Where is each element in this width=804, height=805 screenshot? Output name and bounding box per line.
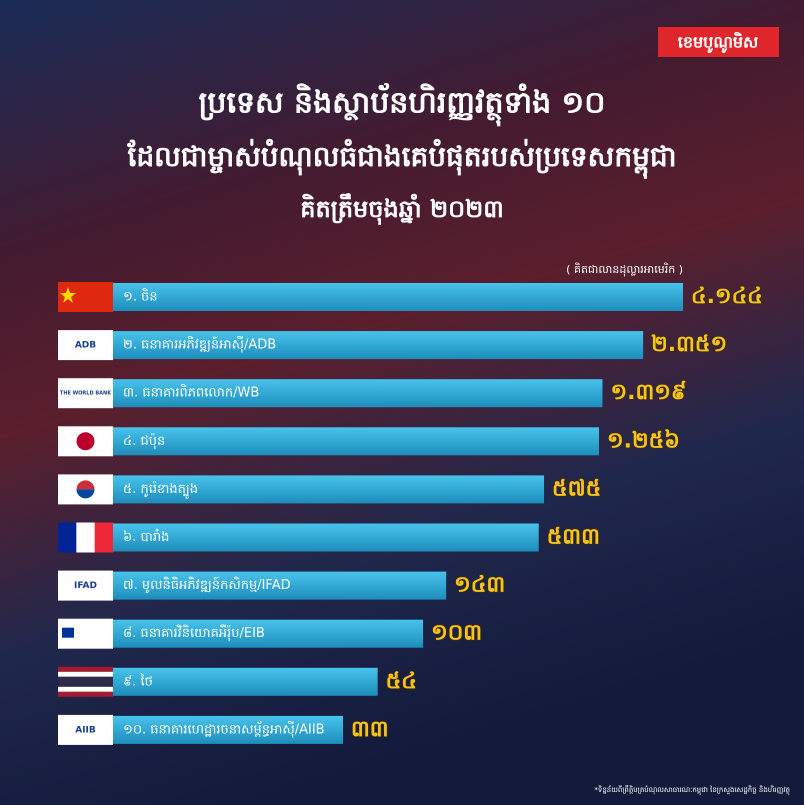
flag bbox=[58, 686, 113, 692]
row: ៥. កូរ៉េខាងត្បូង ៥៧៥ bbox=[58, 474, 602, 505]
bar bbox=[113, 619, 424, 648]
flag bbox=[94, 522, 114, 553]
row: ១. ចិន ៤.១៤៤ bbox=[58, 282, 764, 312]
flag-star bbox=[60, 287, 76, 303]
category-label: ២. ធនាគារអភិវឌ្ឍន៍អាស៊ី/ADB bbox=[123, 336, 276, 354]
chart-subtitle: គិតត្រឹមចុងឆ្នាំ ២០២៣ bbox=[300, 193, 504, 226]
category-label: ៦. បារាំង bbox=[123, 528, 169, 545]
bar bbox=[113, 283, 683, 311]
category-label: ៤. ជប៉ុន bbox=[123, 432, 165, 450]
flag bbox=[58, 671, 113, 677]
row: THE WORLD BANK ៣. ធនាគារពិភពលោក/WB ១.៣១៩ bbox=[58, 378, 687, 409]
bar bbox=[113, 571, 447, 600]
value-label: ១៤៣ bbox=[454, 573, 505, 598]
value-label: ១.៣១៩ bbox=[610, 380, 686, 405]
value-label: ៣៣ bbox=[351, 717, 389, 742]
row: ADB ២. ធនាគារអភិវឌ្ឍន៍អាស៊ី/ADB ២.៣៥១ bbox=[58, 330, 728, 361]
flag bbox=[58, 522, 77, 553]
bar bbox=[113, 331, 644, 360]
unit-label: ( គិតជាលានដុល្លារអាមេរិក ) bbox=[566, 262, 683, 277]
bar bbox=[113, 475, 545, 504]
bar bbox=[113, 715, 343, 744]
source: *ទិន្នន័យពីព្រឹត្តិបត្របំណុលសាធារណៈកម្ពុ… bbox=[594, 785, 790, 796]
flag-taeguk bbox=[76, 489, 95, 499]
row: IFAD ៧. មូលនិធិអភិវឌ្ឍន៍កសិកម្ម/IFAD ១៤៣ bbox=[58, 570, 506, 601]
row: ៨. ធនាគារវិនិយោគអឺរ៉ុប/EIB ១០៣ bbox=[58, 618, 483, 649]
badge-box bbox=[658, 27, 779, 57]
flag-taeguk bbox=[76, 480, 95, 490]
flag-eu bbox=[62, 627, 74, 638]
row: AIIB ១០. ធនាគារហេដ្ឋារចនាសម្ព័ន្ធអាស៊ី/AI… bbox=[58, 714, 389, 745]
bar bbox=[113, 379, 603, 408]
value-label: ៥៤ bbox=[386, 669, 417, 694]
logo bbox=[58, 714, 113, 745]
category-label: ៨. ធនាគារវិនិយោគអឺរ៉ុប/EIB bbox=[123, 624, 265, 642]
flag bbox=[58, 676, 113, 687]
category-label: ៧. មូលនិធិអភិវឌ្ឍន៍កសិកម្ម/IFAD bbox=[123, 576, 291, 594]
bar bbox=[113, 667, 378, 696]
category-label: ១. ចិន bbox=[123, 288, 158, 305]
logo-text: ADB bbox=[75, 341, 96, 351]
badge: ខេមបូណូមិស bbox=[678, 32, 758, 54]
flag bbox=[58, 691, 113, 697]
logo bbox=[58, 378, 113, 409]
flag bbox=[76, 522, 96, 553]
bar bbox=[113, 427, 600, 456]
category-label: ៥. កូរ៉េខាងត្បូង bbox=[123, 480, 198, 499]
value-label: ១០៣ bbox=[431, 621, 482, 646]
value-label: ៤.១៤៤ bbox=[691, 284, 763, 309]
value-label: ២.៣៥១ bbox=[651, 332, 727, 357]
value-label: ១.២៥៦ bbox=[607, 428, 680, 453]
logo-text: AIIB bbox=[75, 725, 96, 735]
logo bbox=[58, 570, 113, 601]
row: ៦. បារាំង ៥៣៣ bbox=[58, 522, 601, 553]
flag bbox=[58, 666, 113, 672]
chart-subtitle: ដែលជាម្ចាស់បំណុលធំជាងគេបំផុតរបស់ប្រទេសកម… bbox=[126, 138, 676, 179]
logo bbox=[58, 330, 113, 361]
value-label: ៥៧៥ bbox=[552, 476, 601, 501]
logo-text: IFAD bbox=[74, 581, 97, 591]
category-label: ៣. ធនាគារពិភពលោក/WB bbox=[123, 384, 259, 401]
logo-text: THE WORLD BANK bbox=[60, 391, 112, 397]
chart-title: ប្រទេស និងស្ថាប័នហិរញ្ញវត្ថុទាំង ១០ bbox=[198, 83, 605, 127]
bar bbox=[113, 523, 539, 552]
value-label: ៥៣៣ bbox=[547, 525, 600, 550]
row: ៩. ថៃ ៥៤ bbox=[58, 666, 418, 697]
category-label: ១០. ធនាគារហេដ្ឋារចនាសម្ព័ន្ធអាស៊ី/AIIB bbox=[123, 720, 325, 738]
category-label: ៩. ថៃ bbox=[123, 672, 153, 689]
flag-sun bbox=[76, 432, 95, 451]
row: ៤. ជប៉ុន ១.២៥៦ bbox=[58, 426, 681, 457]
